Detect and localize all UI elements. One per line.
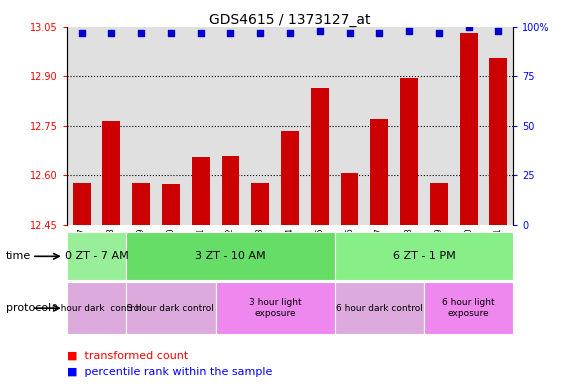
Text: ■  transformed count: ■ transformed count xyxy=(67,350,188,360)
Point xyxy=(136,30,146,36)
Text: 0 ZT - 7 AM: 0 ZT - 7 AM xyxy=(64,251,128,262)
Bar xyxy=(340,173,358,225)
Point xyxy=(226,30,235,36)
Point xyxy=(375,30,384,36)
Bar xyxy=(222,156,240,225)
Point xyxy=(404,28,414,34)
Bar xyxy=(192,157,209,225)
Point xyxy=(166,30,176,36)
Bar xyxy=(281,131,299,225)
Text: time: time xyxy=(6,251,31,262)
Bar xyxy=(103,121,120,225)
Text: GDS4615 / 1373127_at: GDS4615 / 1373127_at xyxy=(209,13,371,27)
Bar xyxy=(371,119,388,225)
Point xyxy=(107,30,116,36)
Point xyxy=(256,30,265,36)
Text: protocol: protocol xyxy=(6,303,51,313)
Point xyxy=(345,30,354,36)
Text: ■  percentile rank within the sample: ■ percentile rank within the sample xyxy=(67,367,272,377)
Bar xyxy=(490,58,508,225)
Text: 3 hour light
exposure: 3 hour light exposure xyxy=(249,298,302,318)
Bar xyxy=(460,33,477,225)
Point xyxy=(196,30,205,36)
Text: 3 hour dark control: 3 hour dark control xyxy=(128,304,215,313)
Bar xyxy=(430,184,448,225)
Point xyxy=(494,28,503,34)
Bar xyxy=(311,88,329,225)
Text: 6 hour dark control: 6 hour dark control xyxy=(336,304,423,313)
Bar xyxy=(251,184,269,225)
Text: 0 hour dark  control: 0 hour dark control xyxy=(52,304,142,313)
Point xyxy=(464,24,473,30)
Point xyxy=(434,30,444,36)
Bar xyxy=(162,184,180,225)
Bar xyxy=(400,78,418,225)
Bar xyxy=(72,184,90,225)
Bar xyxy=(132,184,150,225)
Text: 3 ZT - 10 AM: 3 ZT - 10 AM xyxy=(195,251,266,262)
Point xyxy=(77,30,86,36)
Point xyxy=(315,28,324,34)
Point xyxy=(285,30,295,36)
Text: 6 ZT - 1 PM: 6 ZT - 1 PM xyxy=(393,251,455,262)
Text: 6 hour light
exposure: 6 hour light exposure xyxy=(443,298,495,318)
